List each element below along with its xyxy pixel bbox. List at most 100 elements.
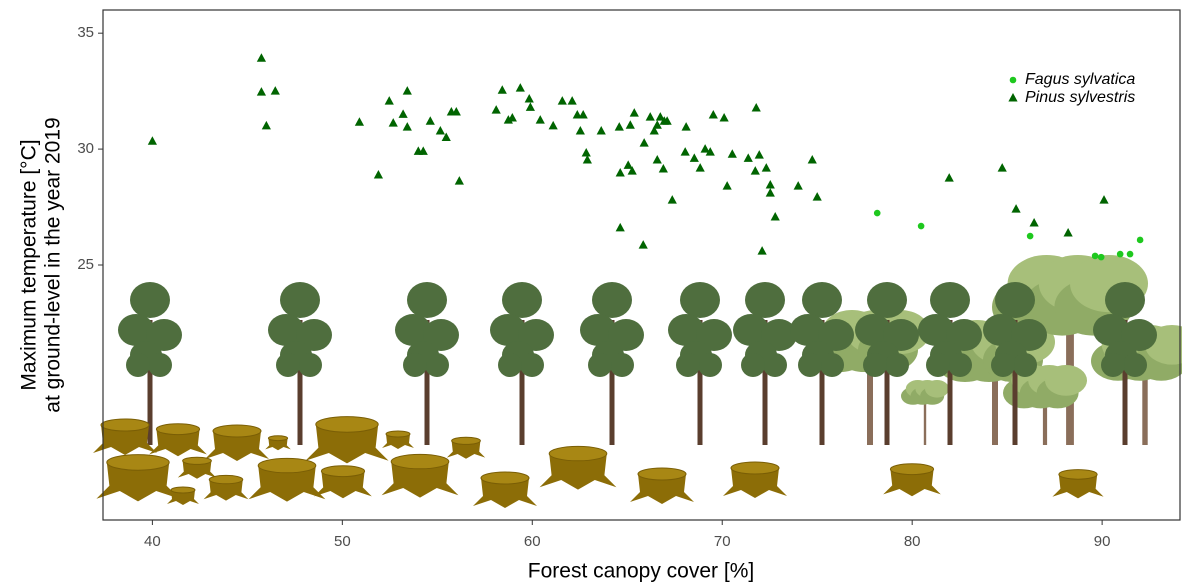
stump-top (100, 418, 150, 432)
tree-crown (1101, 353, 1125, 377)
tree-crown (926, 353, 950, 377)
tree-crown (148, 353, 172, 377)
point (388, 118, 398, 127)
point (655, 112, 665, 121)
point (1097, 253, 1105, 261)
y-tick-label: 25 (77, 256, 94, 273)
point (793, 181, 803, 190)
point (639, 138, 649, 147)
point (548, 120, 558, 130)
tree-crown (580, 314, 616, 346)
tree-crown (298, 353, 322, 377)
point (873, 209, 881, 217)
tree-crown (948, 353, 972, 377)
point (689, 153, 699, 162)
tree-crown (1105, 282, 1145, 318)
point (708, 110, 718, 119)
point (575, 126, 585, 135)
point (997, 163, 1007, 172)
point (451, 107, 461, 116)
point (270, 86, 280, 95)
y-axis-label: at ground-level in the year 2019 (42, 117, 65, 412)
tree-crown (820, 353, 844, 377)
tree-trunk (923, 400, 927, 445)
tree-crown (407, 282, 447, 318)
tree-crown (502, 282, 542, 318)
point (807, 154, 817, 164)
point (757, 246, 767, 255)
tree-crown (930, 282, 970, 318)
stump-top (182, 456, 212, 465)
point (1029, 218, 1039, 227)
tree-crown (1123, 353, 1147, 377)
tree-trunk (1122, 320, 1128, 445)
x-tick-label: 40 (144, 533, 161, 550)
legend-label: Pinus sylvestris (1025, 89, 1135, 106)
tree-crown (610, 353, 634, 377)
tree-trunk (992, 370, 998, 445)
point (1063, 228, 1073, 237)
point (750, 166, 760, 175)
tree-crown (423, 319, 459, 351)
tree-crown (268, 314, 304, 346)
tree-crown (395, 314, 431, 346)
tree-trunk (424, 320, 430, 445)
point (645, 112, 655, 121)
point (765, 188, 775, 197)
stump (630, 474, 694, 504)
stump (723, 468, 787, 498)
point (1099, 195, 1109, 204)
stump-top (320, 465, 366, 478)
stump-top (106, 454, 170, 471)
tree-crown (403, 353, 427, 377)
x-tick-label: 70 (714, 533, 731, 550)
point (680, 147, 690, 156)
tree-crown (1045, 365, 1087, 396)
tree-crown (280, 282, 320, 318)
stump (473, 478, 537, 508)
point (629, 108, 639, 117)
tree-crown (698, 353, 722, 377)
tree-crown (146, 319, 182, 351)
stump (96, 462, 180, 502)
tree-crown (276, 353, 300, 377)
point (705, 147, 715, 156)
point (354, 117, 365, 126)
point (695, 163, 705, 172)
tree-crown (126, 353, 150, 377)
tree-crown (818, 319, 854, 351)
tree-trunk (147, 320, 153, 445)
x-tick-label: 60 (524, 533, 541, 550)
illustration (93, 255, 1182, 508)
point (623, 160, 633, 169)
tree-trunk (1012, 320, 1018, 445)
point (615, 222, 625, 232)
tree-crown (1013, 353, 1037, 377)
tree-crown (925, 380, 949, 398)
point (652, 120, 662, 129)
tree-crown (918, 314, 954, 346)
tree-trunk (297, 320, 303, 445)
point (727, 149, 737, 158)
tree-crown (763, 353, 787, 377)
stump (305, 424, 389, 464)
point (1136, 236, 1144, 244)
tree-crown (802, 282, 842, 318)
point (515, 83, 525, 92)
tree-trunk (1142, 370, 1148, 445)
stump (248, 465, 326, 502)
stump-top (730, 461, 780, 475)
stump (149, 429, 207, 457)
legend-label: Fagus sylvatica (1025, 71, 1135, 88)
point (557, 96, 567, 105)
x-tick-label: 50 (334, 533, 351, 550)
x-axis-label: Forest canopy cover [%] (528, 560, 754, 583)
stump-top (480, 471, 530, 485)
tree-crown (130, 282, 170, 318)
point (627, 166, 637, 175)
legend-marker (1008, 93, 1018, 102)
stump (177, 460, 217, 479)
tree-crown (425, 353, 449, 377)
tree-trunk (819, 320, 825, 445)
